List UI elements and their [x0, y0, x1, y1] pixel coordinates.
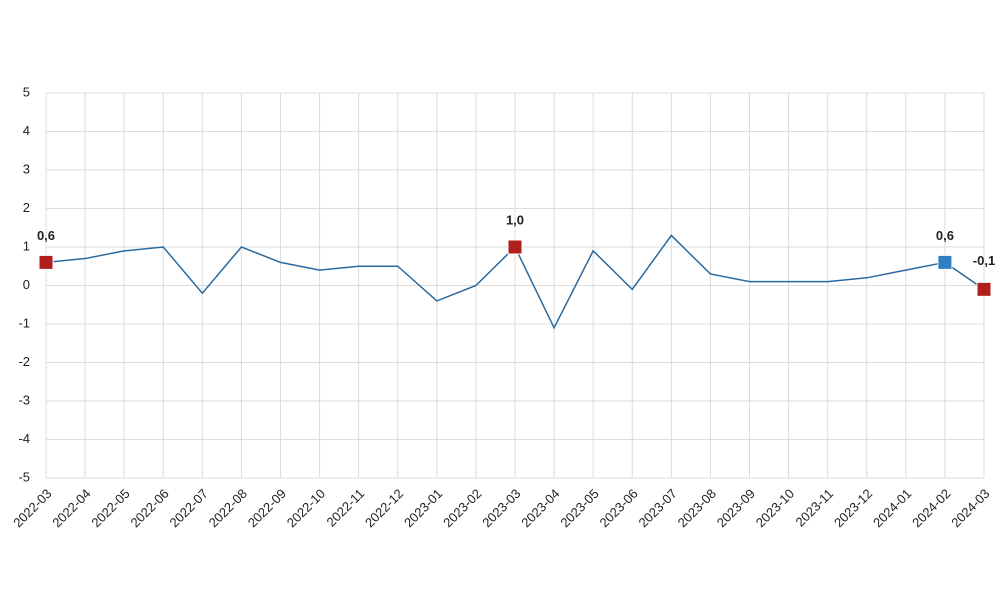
x-tick-label: 2024-01 [870, 486, 914, 530]
data-label: 1,0 [506, 212, 524, 227]
marker [937, 254, 953, 270]
y-tick-label: 1 [23, 238, 30, 253]
y-tick-label: -1 [18, 315, 30, 330]
y-tick-label: -2 [18, 354, 30, 369]
data-label: 0,6 [936, 228, 954, 243]
marker [38, 254, 54, 270]
y-tick-label: 0 [23, 277, 30, 292]
x-tick-label: 2022-06 [127, 486, 171, 530]
x-tick-label: 2022-09 [245, 486, 289, 530]
x-tick-label: 2023-03 [479, 486, 523, 530]
y-tick-label: 4 [23, 123, 30, 138]
data-label: -0,1 [973, 253, 995, 268]
x-tick-label: 2023-11 [793, 486, 837, 530]
x-tick-label: 2023-10 [753, 486, 797, 530]
y-tick-label: 3 [23, 161, 30, 176]
y-tick-label: -5 [18, 469, 30, 484]
x-tick-label: 2023-09 [714, 486, 758, 530]
x-tick-label: 2023-06 [596, 486, 640, 530]
x-tick-label: 2022-11 [324, 486, 368, 530]
x-tick-label: 2022-07 [167, 486, 211, 530]
y-tick-label: 5 [23, 84, 30, 99]
x-tick-label: 2022-05 [88, 486, 132, 530]
x-tick-label: 2022-04 [49, 486, 93, 530]
x-tick-label: 2022-03 [10, 486, 54, 530]
x-tick-label: 2024-02 [909, 486, 953, 530]
x-tick-label: 2022-10 [284, 486, 328, 530]
x-tick-label: 2023-05 [557, 486, 601, 530]
x-tick-label: 2022-08 [206, 486, 250, 530]
x-tick-label: 2023-04 [518, 486, 562, 530]
x-tick-label: 2023-08 [675, 486, 719, 530]
x-tick-label: 2022-12 [362, 486, 406, 530]
x-tick-label: 2023-01 [401, 486, 445, 530]
marker [976, 281, 992, 297]
marker [507, 239, 523, 255]
x-tick-label: 2023-02 [440, 486, 484, 530]
x-tick-label: 2024-03 [948, 486, 992, 530]
y-tick-label: -4 [18, 431, 30, 446]
x-tick-label: 2023-07 [636, 486, 680, 530]
data-label: 0,6 [37, 228, 55, 243]
y-tick-label: -3 [18, 392, 30, 407]
y-tick-label: 2 [23, 200, 30, 215]
x-tick-label: 2023-12 [831, 486, 875, 530]
